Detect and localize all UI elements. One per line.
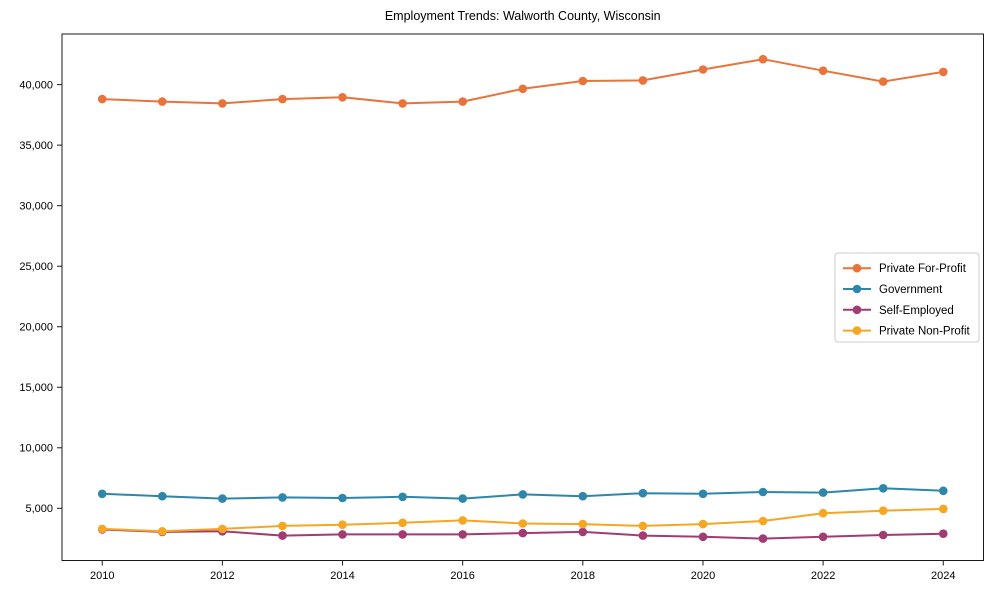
series-marker-government (698, 489, 708, 499)
series-marker-government (158, 491, 167, 501)
series-marker-government (818, 488, 828, 497)
legend-label-private-for-profit: Private For-Profit (879, 263, 967, 275)
y-tick-label: 25,000 (19, 261, 53, 273)
y-tick-label: 30,000 (19, 200, 53, 212)
series-marker-private-non-profit (518, 519, 528, 528)
y-tick-label: 10,000 (19, 443, 53, 455)
legend-marker-government (852, 284, 862, 294)
series-marker-private-non-profit (398, 518, 407, 528)
series-marker-government (518, 490, 528, 499)
series-marker-private-for-profit (278, 94, 287, 104)
series-marker-private-for-profit (758, 54, 768, 64)
y-tick-label: 20,000 (19, 322, 53, 334)
series-marker-private-non-profit (218, 524, 227, 534)
plot-border (61, 33, 984, 561)
legend-marker-private-for-profit (852, 263, 862, 273)
series-marker-self-employed (458, 530, 468, 539)
y-tick-label: 40,000 (19, 79, 53, 91)
x-tick-label: 2020 (691, 570, 715, 582)
series-marker-private-non-profit (158, 527, 167, 536)
series-marker-self-employed (878, 530, 888, 540)
series-marker-government (97, 489, 107, 499)
series-marker-private-non-profit (97, 524, 107, 534)
y-tick-label: 15,000 (19, 382, 53, 394)
series-marker-private-non-profit (638, 521, 648, 531)
x-tick-label: 2024 (931, 570, 955, 582)
series-marker-private-for-profit (97, 94, 107, 104)
series-marker-private-for-profit (158, 97, 167, 106)
series-marker-private-for-profit (338, 93, 347, 102)
x-tick-label: 2016 (450, 570, 474, 582)
series-marker-private-for-profit (458, 97, 468, 106)
series-marker-self-employed (939, 529, 948, 538)
x-tick-label: 2022 (811, 570, 835, 582)
series-marker-self-employed (398, 530, 407, 539)
series-marker-private-non-profit (578, 519, 588, 529)
legend-marker-private-non-profit (852, 326, 862, 335)
x-tick-label: 2018 (571, 570, 595, 582)
series-marker-private-for-profit (398, 99, 407, 108)
series-marker-private-non-profit (338, 520, 347, 529)
legend-label-self-employed: Self-Employed (879, 305, 954, 317)
series-marker-private-non-profit (939, 504, 948, 514)
legend-label-private-non-profit: Private Non-Profit (879, 326, 971, 338)
series-marker-self-employed (698, 532, 708, 542)
series-marker-government (578, 491, 588, 501)
legend-label-government: Government (879, 284, 943, 296)
series-marker-self-employed (758, 534, 768, 543)
x-tick-label: 2014 (330, 570, 354, 582)
legend-box (834, 252, 980, 343)
series-marker-self-employed (278, 531, 287, 540)
series-marker-self-employed (818, 532, 828, 542)
series-marker-private-for-profit (218, 99, 227, 108)
series-marker-private-for-profit (878, 77, 888, 86)
series-marker-private-for-profit (939, 67, 948, 77)
series-marker-self-employed (338, 530, 347, 539)
x-tick-label: 2010 (90, 570, 114, 582)
series-marker-government (458, 494, 468, 503)
series-marker-self-employed (578, 527, 588, 537)
y-tick-label: 35,000 (19, 140, 53, 152)
y-tick-label: 5,000 (25, 503, 53, 515)
series-marker-government (398, 492, 407, 502)
series-marker-self-employed (638, 531, 648, 540)
series-marker-private-non-profit (818, 508, 828, 518)
series-marker-government (338, 493, 347, 503)
series-marker-private-non-profit (458, 516, 468, 525)
x-tick-label: 2012 (210, 570, 234, 582)
series-marker-private-non-profit (278, 521, 287, 531)
chart-title: Employment Trends: Walworth County, Wisc… (385, 9, 661, 23)
series-marker-private-non-profit (758, 516, 768, 526)
series-marker-private-for-profit (578, 76, 588, 86)
series-marker-private-non-profit (878, 506, 888, 515)
series-line-private-for-profit (102, 58, 944, 105)
legend-marker-self-employed (852, 305, 862, 315)
series-marker-government (638, 488, 648, 498)
series-marker-self-employed (518, 528, 528, 538)
series-marker-private-for-profit (518, 84, 528, 94)
series-marker-private-non-profit (698, 519, 708, 529)
series-marker-government (218, 494, 227, 503)
series-marker-private-for-profit (638, 76, 648, 85)
series-marker-private-for-profit (818, 66, 828, 75)
series-marker-government (878, 484, 888, 493)
series-marker-private-for-profit (698, 65, 708, 74)
series-marker-government (278, 493, 287, 502)
series-marker-government (758, 487, 768, 497)
series-marker-government (939, 486, 948, 496)
